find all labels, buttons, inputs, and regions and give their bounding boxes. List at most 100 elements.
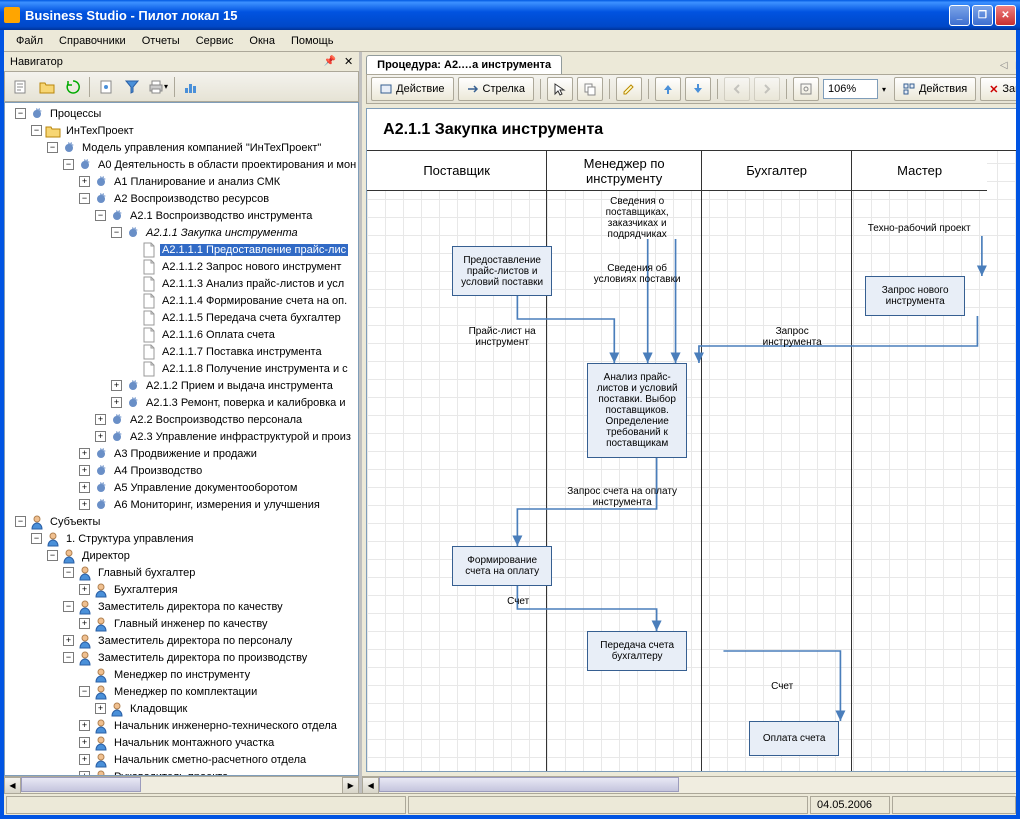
tree-label[interactable]: A2 Воспроизводство ресурсов [112, 193, 271, 205]
zoom-input[interactable] [823, 79, 878, 99]
tree-node[interactable]: −Субъекты [5, 513, 358, 530]
tree-label[interactable]: A2.1.2 Прием и выдача инструмента [144, 380, 335, 392]
tree-label[interactable]: Заместитель директора по производству [96, 652, 309, 664]
tree-node[interactable]: Менеджер по инструменту [5, 666, 358, 683]
tree-view[interactable]: −Процессы−ИнТехПроект−Модель управления … [4, 102, 359, 776]
tree-node[interactable]: + Начальник инженерно-технического отдела [5, 717, 358, 734]
new-icon[interactable] [9, 75, 33, 99]
tree-node[interactable]: +A6 Мониторинг, измерения и улучшения [5, 496, 358, 513]
tree-node[interactable]: − Процессы [5, 105, 358, 122]
expander-icon[interactable]: + [79, 448, 90, 459]
tree-node[interactable]: − A0 Деятельность в области проектировани… [5, 156, 358, 173]
menu-Окна[interactable]: Окна [241, 33, 283, 49]
tree-label[interactable]: A0 Деятельность в области проектирования… [96, 159, 358, 171]
expander-icon[interactable]: + [79, 499, 90, 510]
flow-box[interactable]: Передача счета бухгалтеру [587, 631, 687, 671]
tree-node[interactable]: +A4 Производство [5, 462, 358, 479]
expander-icon[interactable]: − [15, 108, 26, 119]
nav-down-icon[interactable] [685, 77, 711, 101]
tree-node[interactable]: − Менеджер по комплектации [5, 683, 358, 700]
tree-node[interactable]: +Кладовщик [5, 700, 358, 717]
tree-label[interactable]: A3 Продвижение и продажи [112, 448, 259, 460]
tree-label[interactable]: Начальник сметно-расчетного отдела [112, 754, 308, 766]
close-button[interactable]: ✕ [995, 5, 1016, 26]
flow-box[interactable]: Формирование счета на оплату [452, 546, 552, 586]
expander-icon[interactable]: + [79, 482, 90, 493]
tree-node[interactable]: +A1 Планирование и анализ СМК [5, 173, 358, 190]
expander-icon[interactable]: − [47, 142, 58, 153]
tool-select-icon[interactable] [547, 77, 573, 101]
menu-Файл[interactable]: Файл [8, 33, 51, 49]
open-icon[interactable] [35, 75, 59, 99]
tree-node[interactable]: −Заместитель директора по производству [5, 649, 358, 666]
nav-back-icon[interactable] [724, 77, 750, 101]
pin-icon[interactable]: 📌 [323, 56, 335, 67]
nav-fwd-icon[interactable] [754, 77, 780, 101]
expander-icon[interactable]: + [79, 720, 90, 731]
tree-label[interactable]: A2.1.1.3 Анализ прайс-листов и усл [160, 278, 346, 290]
expander-icon[interactable]: − [31, 125, 42, 136]
tree-node[interactable]: A2.1.1.3 Анализ прайс-листов и усл [5, 275, 358, 292]
tree-label[interactable]: A5 Управление документооборотом [112, 482, 299, 494]
refresh-icon[interactable] [61, 75, 85, 99]
tree-label[interactable]: Начальник инженерно-технического отдела [112, 720, 339, 732]
minimize-button[interactable]: _ [949, 5, 970, 26]
tree-node[interactable]: A2.1.1.5 Передача счета бухгалтер [5, 309, 358, 326]
filter-icon[interactable] [120, 75, 144, 99]
tree-node[interactable]: A2.1.1.1 Предоставление прайс-лис [5, 241, 358, 258]
tree-node[interactable]: A2.1.1.6 Оплата счета [5, 326, 358, 343]
diagram-tab[interactable]: Процедура: A2.…а инструмента [366, 55, 562, 74]
tree-node[interactable]: + A3 Продвижение и продажи [5, 445, 358, 462]
tree-label[interactable]: Главный бухгалтер [96, 567, 197, 579]
zoom-fit-icon[interactable] [793, 77, 819, 101]
tool-copy-icon[interactable] [577, 77, 603, 101]
expander-icon[interactable]: − [79, 686, 90, 697]
close-diagram-button[interactable]: ✕Закрыть [980, 77, 1016, 101]
tree-label[interactable]: Менеджер по комплектации [112, 686, 259, 698]
flow-box[interactable]: Предоставление прайс-листов и условий по… [452, 246, 552, 296]
menu-Сервис[interactable]: Сервис [188, 33, 242, 49]
tree-node[interactable]: +A2.2 Воспроизводство персонала [5, 411, 358, 428]
diagram-hscroll[interactable]: ◀▶ [362, 776, 1016, 793]
tree-label[interactable]: Процессы [48, 108, 103, 120]
flow-box[interactable]: Запрос нового инструмента [865, 276, 965, 316]
tree-label[interactable]: A2.1.1.1 Предоставление прайс-лис [160, 244, 348, 256]
expander-icon[interactable]: + [111, 380, 122, 391]
tab-next-icon[interactable]: ▷ [1013, 58, 1016, 72]
expander-icon[interactable]: + [95, 703, 106, 714]
tree-node[interactable]: +Заместитель директора по персоналу [5, 632, 358, 649]
tree-node[interactable]: +Начальник сметно-расчетного отдела [5, 751, 358, 768]
tree-node[interactable]: +Руководитель проекта [5, 768, 358, 776]
expander-icon[interactable]: + [79, 618, 90, 629]
tab-prev-icon[interactable]: ◁ [997, 58, 1011, 72]
expander-icon[interactable]: − [63, 159, 74, 170]
flow-box[interactable]: Оплата счета [749, 721, 839, 756]
tree-node[interactable]: +Начальник монтажного участка [5, 734, 358, 751]
menu-Справочники[interactable]: Справочники [51, 33, 134, 49]
tree-node[interactable]: −1. Структура управления [5, 530, 358, 547]
tree-label[interactable]: Субъекты [48, 516, 102, 528]
tree-label[interactable]: Менеджер по инструменту [112, 669, 252, 681]
tree-label[interactable]: Бухгалтерия [112, 584, 180, 596]
tree-label[interactable]: A2.1.1.8 Получение инструмента и с [160, 363, 350, 375]
tree-node[interactable]: −Заместитель директора по качеству [5, 598, 358, 615]
arrow-button[interactable]: Стрелка [458, 77, 534, 101]
tree-label[interactable]: A2.1.1.5 Передача счета бухгалтер [160, 312, 343, 324]
expander-icon[interactable]: + [63, 635, 74, 646]
tree-label[interactable]: Заместитель директора по качеству [96, 601, 285, 613]
tree-node[interactable]: −Главный бухгалтер [5, 564, 358, 581]
expander-icon[interactable]: − [79, 193, 90, 204]
tree-label[interactable]: A2.1.1.7 Поставка инструмента [160, 346, 324, 358]
diagram-canvas[interactable]: A2.1.1 Закупка инструмента ПоставщикМене… [366, 108, 1016, 772]
tree-node[interactable]: +A2.3 Управление инфраструктурой и произ [5, 428, 358, 445]
tree-node[interactable]: +A2.1.3 Ремонт, поверка и калибровка и [5, 394, 358, 411]
expander-icon[interactable]: − [47, 550, 58, 561]
menu-Отчеты[interactable]: Отчеты [134, 33, 188, 49]
expander-icon[interactable]: + [79, 737, 90, 748]
tree-node[interactable]: + A2.1.2 Прием и выдача инструмента [5, 377, 358, 394]
expander-icon[interactable]: − [111, 227, 122, 238]
tree-label[interactable]: A2.2 Воспроизводство персонала [128, 414, 304, 426]
expander-icon[interactable]: + [79, 771, 90, 776]
tree-node[interactable]: A2.1.1.7 Поставка инструмента [5, 343, 358, 360]
tree-label[interactable]: A2.1.1.6 Оплата счета [160, 329, 277, 341]
